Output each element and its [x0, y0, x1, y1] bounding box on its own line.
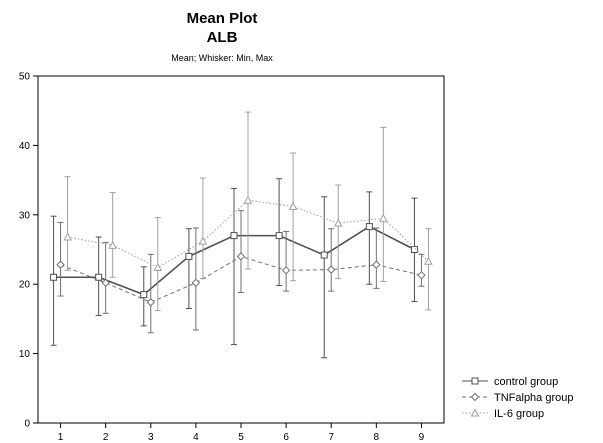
y-tick-label: 50 — [19, 72, 31, 83]
mean-point — [191, 278, 201, 288]
y-tick-label: 30 — [19, 210, 31, 221]
mean-point — [50, 273, 58, 281]
mean-point — [185, 252, 193, 260]
x-tick-label: 3 — [148, 432, 154, 443]
mean-point — [378, 213, 388, 222]
x-tick-label: 8 — [374, 432, 380, 443]
mean-point — [63, 232, 72, 241]
chart-subtitle: Mean; Whisker: Min, Max — [171, 53, 273, 63]
mean-point — [243, 195, 253, 204]
x-axis: 1 2 3 4 5 6 7 8 9 — [58, 423, 425, 443]
x-tick-label: 2 — [103, 432, 109, 443]
legend-marker — [471, 377, 479, 385]
y-tick-label: 0 — [24, 419, 30, 430]
mean-point — [56, 260, 65, 269]
legend: control group TNFalpha group IL-6 group — [462, 376, 574, 420]
y-tick-label: 20 — [19, 280, 31, 291]
legend-label: IL-6 group — [494, 408, 544, 420]
mean-point — [365, 223, 373, 231]
y-axis: 0 10 20 30 40 50 — [19, 72, 38, 430]
y-tick-label: 40 — [19, 141, 31, 152]
legend-marker — [470, 392, 480, 402]
legend-label: control group — [494, 376, 558, 388]
mean-point — [320, 251, 328, 259]
mean-point — [95, 273, 103, 281]
x-tick-label: 9 — [419, 432, 425, 443]
x-tick-label: 5 — [238, 432, 244, 443]
mean-point — [140, 291, 148, 299]
legend-label: TNFalpha group — [494, 392, 574, 404]
mean-point — [372, 260, 381, 269]
series-0 — [50, 178, 418, 359]
series-layer — [50, 111, 433, 359]
x-tick-label: 4 — [193, 432, 199, 443]
mean-point — [153, 262, 163, 272]
mean-point — [410, 246, 418, 253]
mean-point — [275, 232, 283, 240]
mean-point — [146, 298, 155, 307]
mean-point — [198, 236, 208, 245]
x-tick-label: 7 — [328, 432, 334, 443]
mean-point — [108, 240, 118, 249]
y-tick-label: 10 — [19, 349, 31, 360]
series-1 — [56, 210, 426, 334]
mean-point — [288, 201, 298, 210]
chart-title-2: ALB — [207, 29, 238, 46]
mean-point — [230, 232, 238, 240]
mean-point — [281, 266, 291, 275]
x-tick-label: 1 — [58, 432, 64, 443]
mean-point — [327, 265, 336, 274]
legend-marker — [470, 408, 480, 417]
mean-point — [424, 256, 433, 265]
series-2 — [63, 111, 433, 312]
mean-point — [236, 252, 246, 261]
x-tick-label: 6 — [283, 432, 289, 443]
series-line — [67, 199, 429, 269]
chart-title: Mean Plot — [187, 10, 258, 27]
mean-point — [101, 278, 110, 288]
mean-point — [417, 270, 426, 280]
mean-point — [333, 218, 343, 227]
